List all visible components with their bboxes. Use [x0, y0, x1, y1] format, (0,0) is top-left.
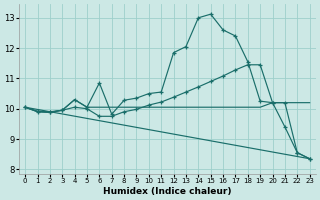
X-axis label: Humidex (Indice chaleur): Humidex (Indice chaleur): [103, 187, 232, 196]
